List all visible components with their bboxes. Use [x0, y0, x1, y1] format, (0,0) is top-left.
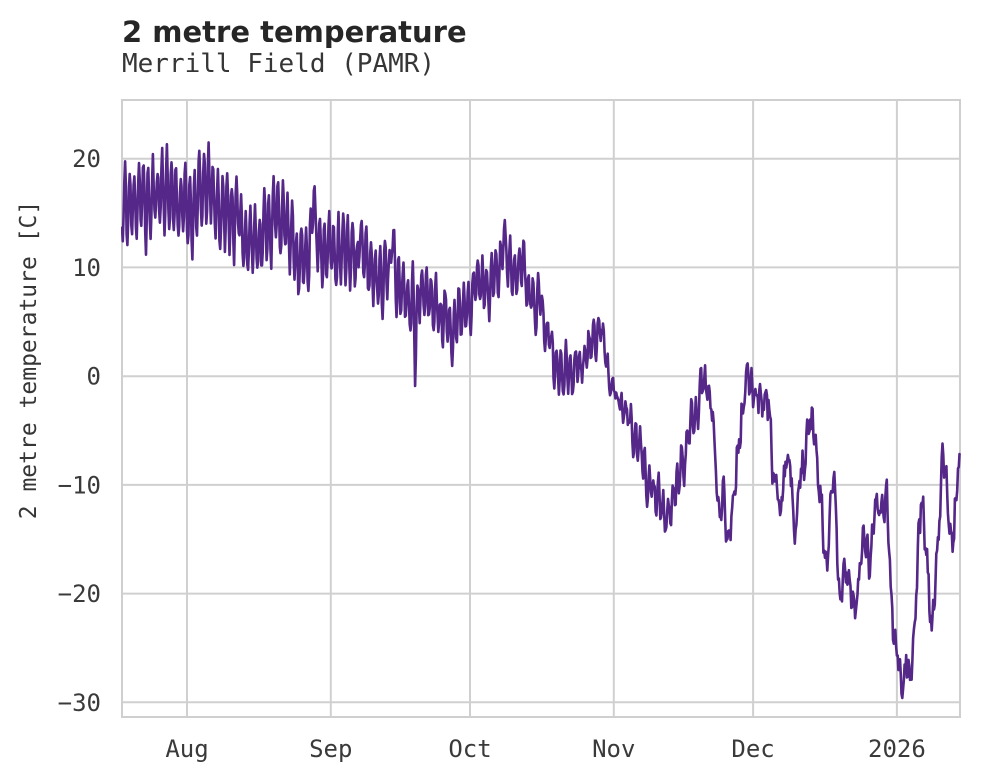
- temperature-line: [121, 141, 961, 700]
- y-tick-label: 20: [72, 145, 101, 173]
- chart-subtitle: Merrill Field (PAMR): [122, 49, 436, 79]
- x-tick-label: Dec: [731, 735, 774, 763]
- x-tick-label: Sep: [309, 735, 352, 763]
- plot-frame: [121, 99, 961, 718]
- x-tick-label: 2026: [868, 735, 926, 763]
- y-tick-label: −30: [58, 689, 101, 717]
- chart-title: 2 metre temperature: [122, 15, 467, 49]
- y-tick-label: 0: [87, 363, 101, 391]
- y-tick-label: −10: [58, 471, 101, 499]
- x-tick-label: Aug: [165, 735, 208, 763]
- x-tick-label: Oct: [448, 735, 491, 763]
- y-tick-label: −20: [58, 580, 101, 608]
- x-tick-label: Nov: [592, 735, 635, 763]
- y-tick-label: 10: [72, 254, 101, 282]
